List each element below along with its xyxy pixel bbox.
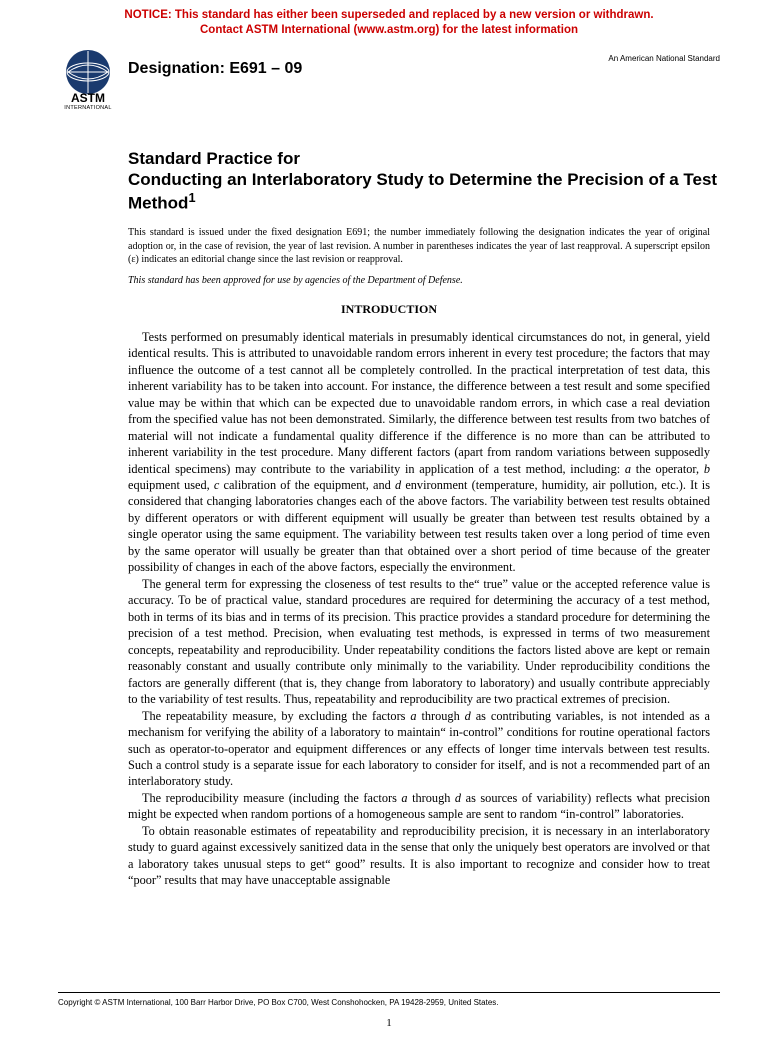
introduction-heading: INTRODUCTION (58, 302, 720, 317)
document-title: Standard Practice for Conducting an Inte… (128, 148, 720, 214)
svg-text:INTERNATIONAL: INTERNATIONAL (64, 105, 112, 110)
supersession-notice: NOTICE: This standard has either been su… (0, 0, 778, 40)
notice-line1: NOTICE: This standard has either been su… (124, 9, 653, 21)
intro-para-5: To obtain reasonable estimates of repeat… (128, 823, 710, 889)
issuance-note: This standard is issued under the fixed … (128, 226, 710, 267)
intro-para-4: The reproducibility measure (including t… (128, 790, 710, 823)
title-footnote: 1 (188, 190, 195, 205)
page-number: 1 (0, 1017, 778, 1029)
introduction-body: Tests performed on presumably identical … (128, 329, 710, 889)
copyright-notice: Copyright © ASTM International, 100 Barr… (58, 998, 499, 1007)
notice-line2: Contact ASTM International (www.astm.org… (200, 24, 578, 36)
footer-rule (58, 992, 720, 993)
designation-label: Designation: E691 – 09 (128, 48, 302, 78)
title-prefix: Standard Practice for (128, 148, 720, 169)
ans-label: An American National Standard (608, 54, 720, 63)
svg-text:ASTM: ASTM (71, 91, 105, 105)
astm-logo: ASTM INTERNATIONAL (58, 48, 118, 110)
intro-para-3: The repeatability measure, by excluding … (128, 708, 710, 790)
dod-approval-note: This standard has been approved for use … (128, 275, 710, 286)
intro-para-1: Tests performed on presumably identical … (128, 329, 710, 576)
intro-para-2: The general term for expressing the clos… (128, 576, 710, 708)
title-main: Conducting an Interlaboratory Study to D… (128, 169, 720, 214)
page-content: ASTM INTERNATIONAL Designation: E691 – 0… (0, 40, 778, 889)
header-row: ASTM INTERNATIONAL Designation: E691 – 0… (58, 48, 720, 110)
